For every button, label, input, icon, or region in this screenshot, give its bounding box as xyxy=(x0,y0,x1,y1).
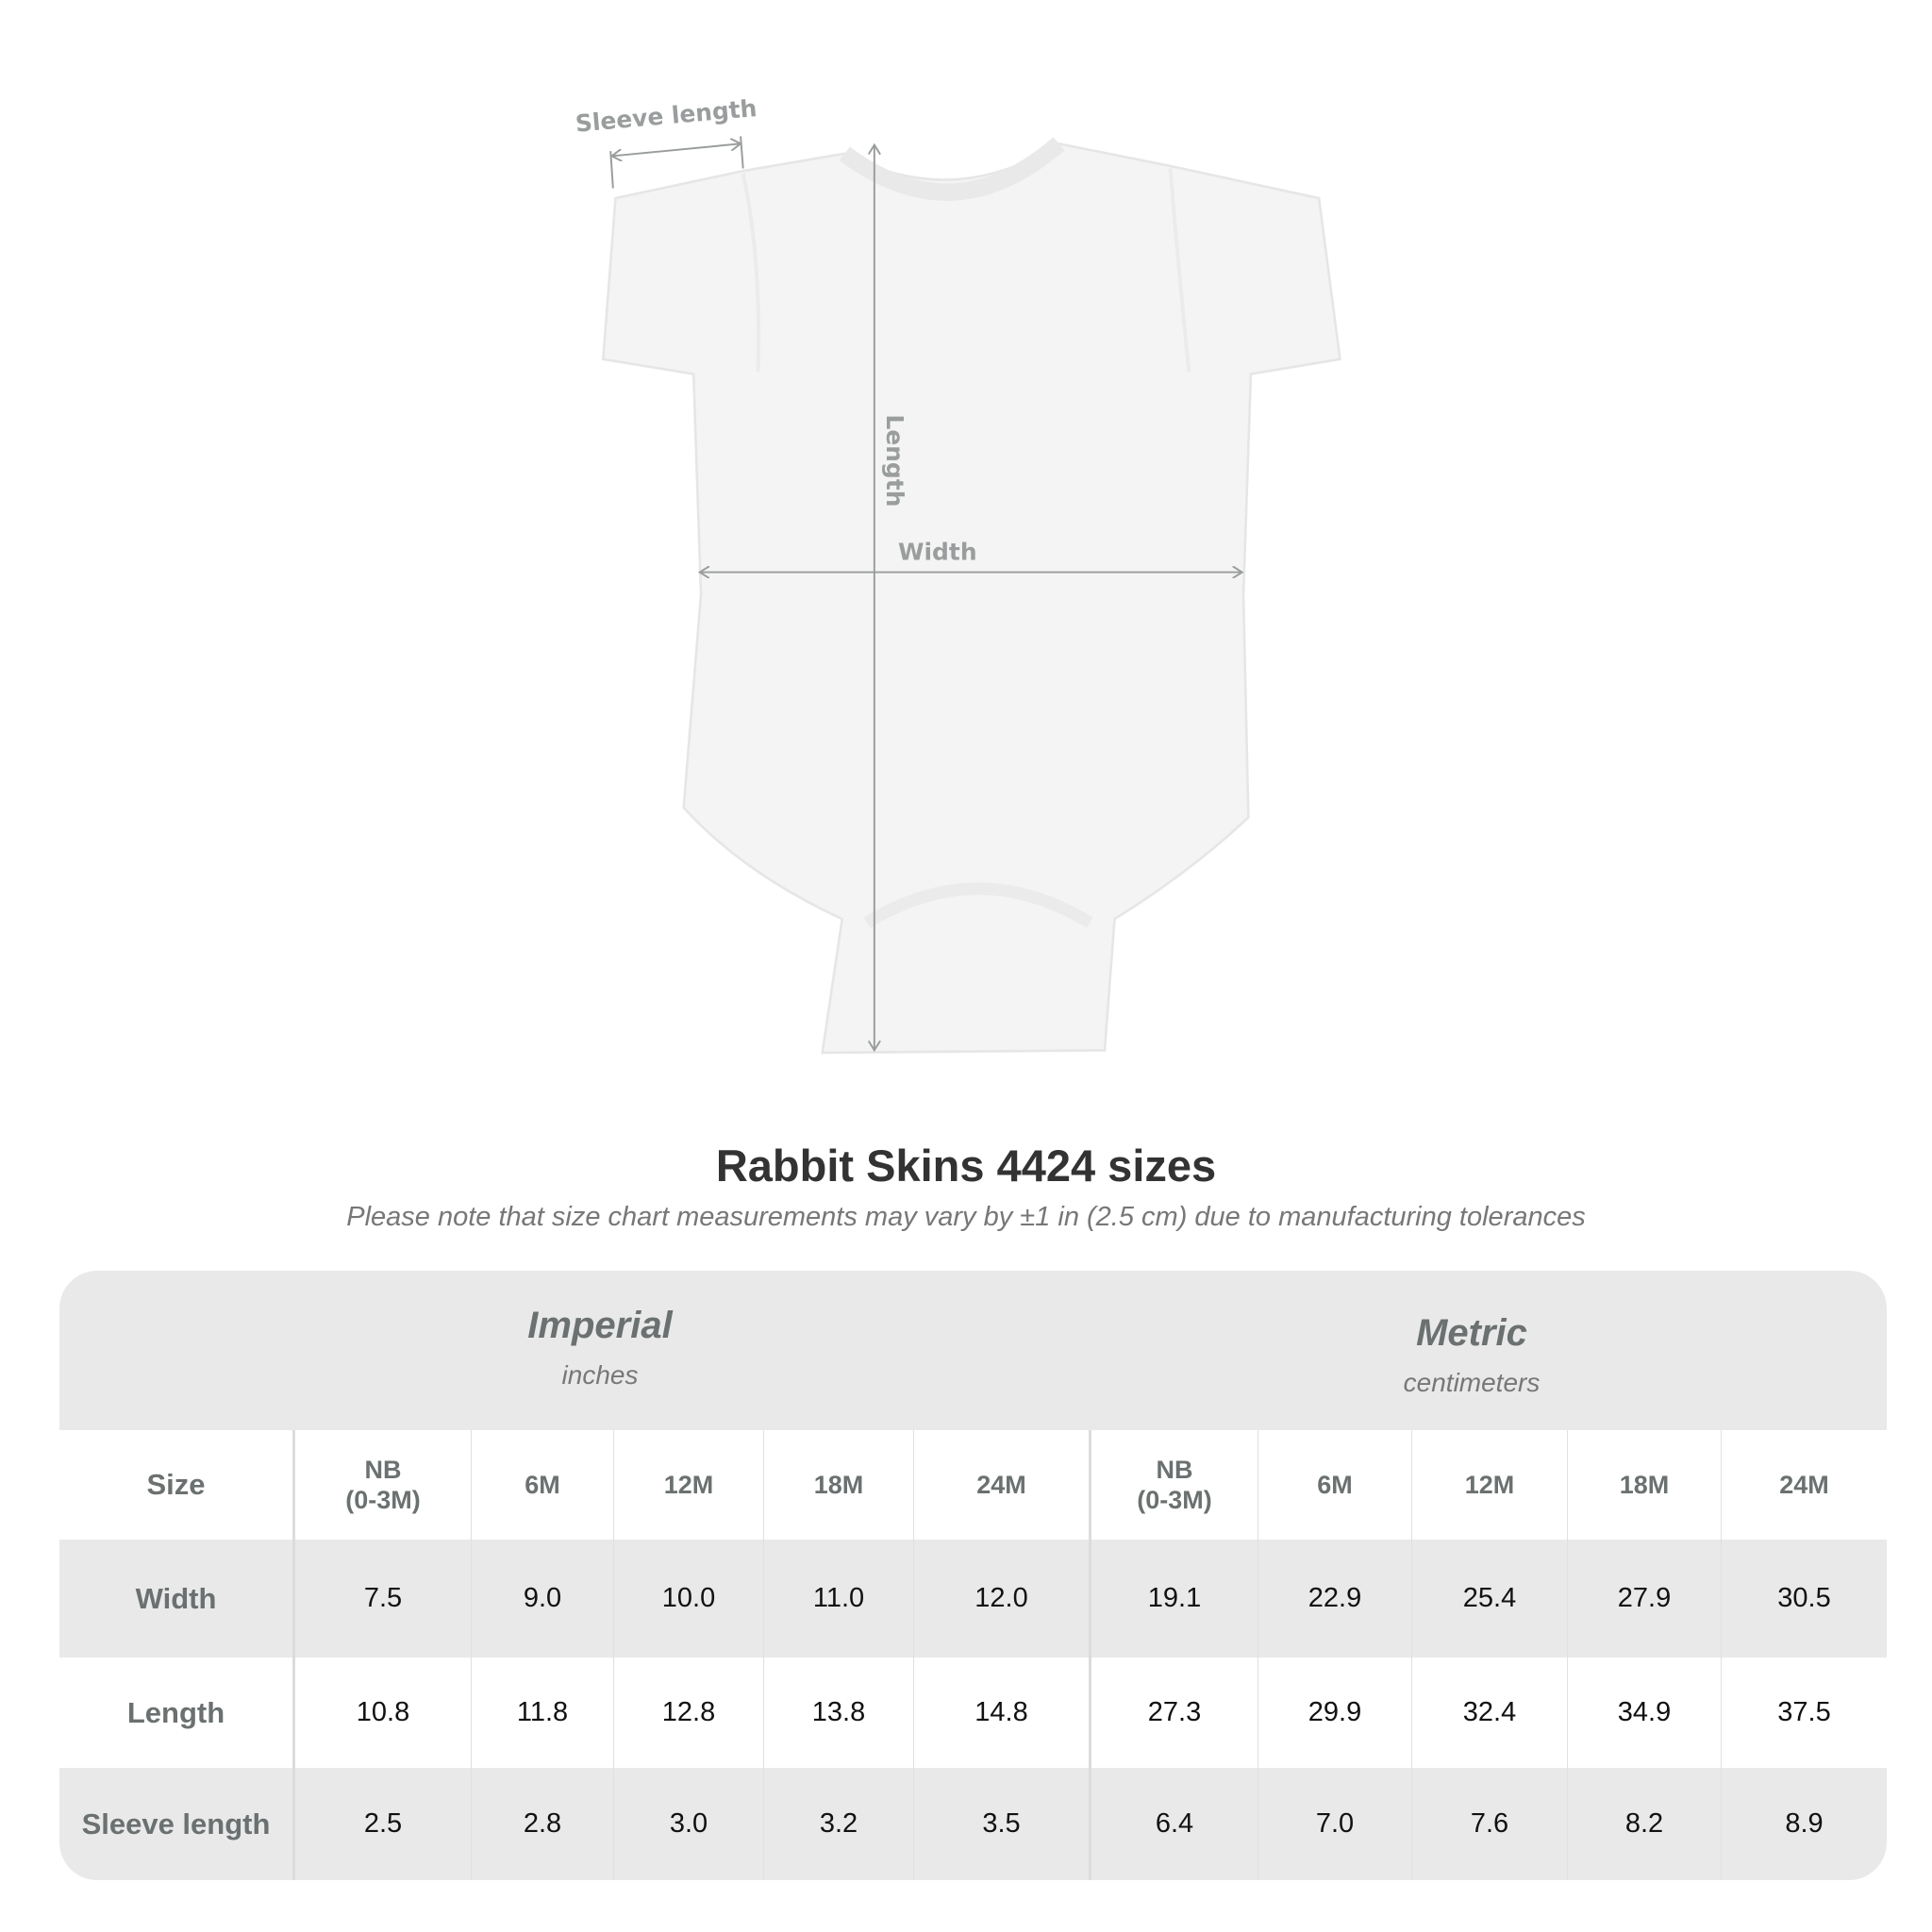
size-column-header: 12M xyxy=(613,1430,763,1540)
size-column-header: 18M xyxy=(763,1430,913,1540)
chart-title: Rabbit Skins 4424 sizes xyxy=(715,1141,1217,1191)
table-cell: 27.9 xyxy=(1567,1540,1721,1657)
table-cell: 7.0 xyxy=(1257,1768,1411,1880)
table-cell: 7.6 xyxy=(1411,1768,1567,1880)
sleeve-length-label: Sleeve length xyxy=(575,94,758,138)
table-cell: 8.2 xyxy=(1567,1768,1721,1880)
row-label: Width xyxy=(135,1581,217,1615)
table-cell: 2.5 xyxy=(292,1768,471,1880)
metric-group-header: Metric centimeters xyxy=(1377,1312,1566,1472)
table-cell: 3.5 xyxy=(913,1768,1089,1880)
length-measure: Length xyxy=(874,145,908,1051)
size-column-header: 18M xyxy=(1567,1430,1721,1540)
imperial-group-header: Imperial inches xyxy=(59,1271,1141,1430)
table-cell: 12.8 xyxy=(613,1657,763,1768)
size-column-header: NB (0-3M) xyxy=(292,1430,471,1540)
table-cell: 32.4 xyxy=(1411,1657,1567,1768)
table-cell: 2.8 xyxy=(471,1768,613,1880)
table-cell: 8.9 xyxy=(1721,1768,1887,1880)
table-cell: 11.8 xyxy=(471,1657,613,1768)
table-cell: 3.2 xyxy=(763,1768,913,1880)
bodysuit-measurement-diagram: Sleeve length Length Width xyxy=(575,94,1341,1055)
table-cell: 3.0 xyxy=(613,1768,763,1880)
imperial-title: Imperial xyxy=(527,1305,673,1346)
metric-unit: centimeters xyxy=(1403,1368,1541,1397)
table-cell: 34.9 xyxy=(1567,1657,1721,1768)
table-cell: 10.0 xyxy=(613,1540,763,1657)
width-measure: Width xyxy=(700,538,1242,572)
bodysuit-illustration xyxy=(601,137,1341,1055)
size-column-header: 6M xyxy=(471,1430,613,1540)
width-label: Width xyxy=(898,538,977,565)
size-header-row: Size NB (0-3M) 6M 12M 18M 24M NB (0-3M) 6M 12M 18… xyxy=(59,1430,1887,1540)
size-column-header: 24M xyxy=(1721,1430,1887,1540)
table-row: Width 7.5 9.0 10.0 11.0 12.0 19.1 22.9 25.4 27.9 3… xyxy=(59,1540,1887,1657)
table-cell: 13.8 xyxy=(763,1657,913,1768)
imperial-unit: inches xyxy=(561,1360,639,1390)
table-cell: 37.5 xyxy=(1721,1657,1887,1768)
table-cell: 9.0 xyxy=(471,1540,613,1657)
table-row: Sleeve length 2.5 2.8 3.0 3.2 3.5 6.4 7.0 7.6 8.2… xyxy=(59,1768,1887,1880)
row-label: Length xyxy=(126,1695,225,1729)
table-cell: 19.1 xyxy=(1089,1540,1257,1657)
table-cell: 29.9 xyxy=(1257,1657,1411,1768)
table-cell: 6.4 xyxy=(1089,1768,1257,1880)
table-cell: 14.8 xyxy=(913,1657,1089,1768)
table-cell: 30.5 xyxy=(1721,1540,1887,1657)
table-cell: 22.9 xyxy=(1257,1540,1411,1657)
tolerance-note: Please note that size chart measurements… xyxy=(346,1202,1586,1232)
table-cell: 10.8 xyxy=(292,1657,471,1768)
row-label: Size xyxy=(146,1468,206,1501)
table-row: Length 10.8 11.8 12.8 13.8 14.8 27.3 29.9 32.4 34… xyxy=(59,1657,1887,1768)
metric-title: Metric xyxy=(1416,1312,1527,1354)
size-table: Imperial inches Metric centimeters Size N… xyxy=(59,1271,1887,1880)
row-label: Sleeve length xyxy=(81,1807,271,1840)
size-column-header: 6M xyxy=(1257,1430,1411,1540)
table-cell: 7.5 xyxy=(292,1540,471,1657)
size-column-header: 12M xyxy=(1411,1430,1567,1540)
size-column-header: NB (0-3M) xyxy=(1089,1430,1257,1540)
table-cell: 25.4 xyxy=(1411,1540,1567,1657)
table-cell: 11.0 xyxy=(763,1540,913,1657)
table-cell: 27.3 xyxy=(1089,1657,1257,1768)
table-cell: 12.0 xyxy=(913,1540,1089,1657)
size-column-header: 24M xyxy=(913,1430,1089,1540)
length-label: Length xyxy=(881,414,908,507)
